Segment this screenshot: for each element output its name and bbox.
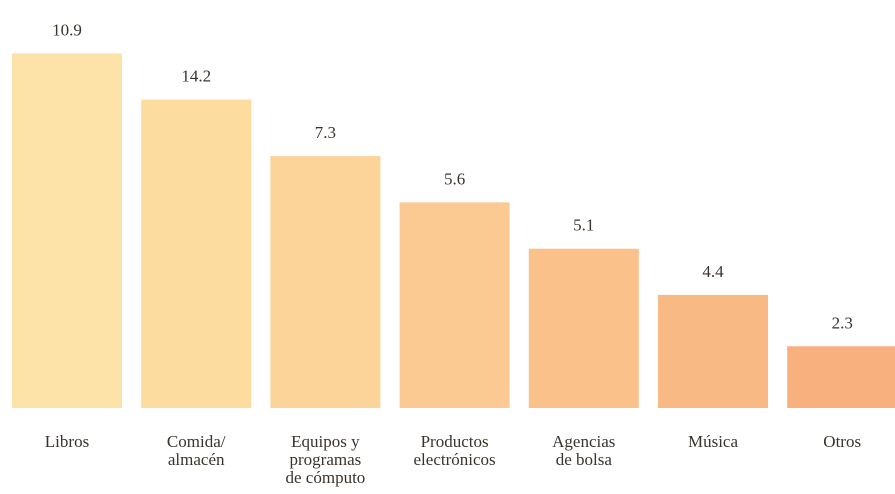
category-label-2: Equipos y programas de cómputo: [286, 432, 366, 487]
category-label-6-line-0: Otros: [823, 432, 861, 451]
category-label-3: Productos electrónicos: [414, 432, 496, 469]
category-label-4: Agencias de bolsa: [552, 432, 615, 469]
bar-4: [528, 248, 639, 408]
category-label-2-line-2: de cómputo: [286, 468, 366, 487]
bar-0: [12, 53, 122, 409]
category-label-5-line-0: Música: [688, 432, 739, 451]
bars-group: [12, 53, 895, 409]
category-label-3-line-1: electrónicos: [414, 450, 496, 469]
value-label-1: 14.2: [181, 67, 211, 86]
bar-5: [658, 294, 768, 408]
value-labels-group: 10.9 14.2 7.3 5.6 5.1 4.4 2.3: [52, 20, 853, 332]
category-label-1-line-1: almacén: [168, 450, 225, 469]
category-label-6: Otros: [823, 432, 861, 451]
value-label-4: 5.1: [573, 216, 594, 235]
bar-1: [141, 99, 252, 408]
value-label-2: 7.3: [315, 123, 336, 142]
bar-6: [787, 346, 895, 408]
category-label-3-line-0: Productos: [421, 432, 489, 451]
category-label-2-line-1: programas: [290, 450, 362, 469]
category-label-0: Libros: [45, 432, 89, 451]
bar-3: [399, 202, 510, 408]
value-label-0: 10.9: [52, 20, 82, 39]
category-label-2-line-0: Equipos y: [291, 432, 360, 451]
value-label-5: 4.4: [702, 262, 724, 281]
category-label-4-line-0: Agencias: [552, 432, 615, 451]
bar-2: [270, 156, 381, 408]
category-label-1: Comida/almacén: [167, 432, 226, 469]
category-label-1-line-0: Comida/: [167, 432, 226, 451]
category-label-0-line-0: Libros: [45, 432, 89, 451]
value-label-3: 5.6: [444, 169, 465, 188]
category-label-4-line-1: de bolsa: [556, 450, 613, 469]
category-label-5: Música: [688, 432, 739, 451]
value-label-6: 2.3: [832, 313, 853, 332]
